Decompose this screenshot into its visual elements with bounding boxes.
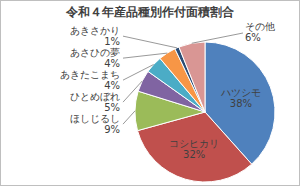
- label-value: 9%: [104, 124, 120, 135]
- data-label: あきたこまち4%: [60, 69, 120, 91]
- data-label: ほしじるし9%: [70, 113, 120, 135]
- data-label: ひとめぼれ5%: [70, 91, 120, 113]
- label-category: ひとめぼれ: [70, 91, 120, 102]
- label-value: 4%: [104, 58, 120, 69]
- leader-line: [123, 53, 167, 58]
- label-category: その他: [245, 21, 275, 32]
- leader-line: [192, 33, 243, 43]
- label-value: 4%: [104, 80, 120, 91]
- leader-line: [123, 81, 142, 102]
- label-category: ほしじるし: [70, 113, 120, 124]
- data-label: ハツシモ38%: [220, 87, 261, 109]
- label-value: 6%: [245, 32, 261, 43]
- label-category: あきさかり: [70, 25, 120, 36]
- chart-svg: 令和４年産品種別作付面積割合ハツシモ38% コシヒカリ32% あきさかり1%あさひの…: [0, 0, 300, 186]
- label-category: あきたこまち: [60, 69, 120, 80]
- label-category: あさひの夢: [70, 47, 120, 58]
- chart-title: 令和４年産品種別作付面積割合: [65, 5, 235, 19]
- label-value: 38%: [230, 98, 252, 109]
- data-label: あきさかり1%: [70, 25, 120, 47]
- leader-line: [123, 36, 177, 48]
- data-label: コシヒカリ32%: [169, 138, 219, 160]
- data-label: あさひの夢4%: [70, 47, 120, 69]
- chart-frame: [1, 1, 300, 186]
- label-value: 5%: [104, 102, 120, 113]
- label-category: ハツシモ: [220, 87, 261, 98]
- label-category: コシヒカリ: [169, 138, 219, 149]
- pie-group: [135, 42, 275, 182]
- pie-slice: [179, 42, 205, 112]
- data-labels: ハツシモ38%コシヒカリ32%あきさかり1%あさひの夢4%あきたこまち4%ひとめ…: [60, 21, 275, 160]
- label-value: 32%: [183, 149, 205, 160]
- leader-line: [123, 65, 154, 81]
- data-label: その他6%: [245, 21, 275, 43]
- leader-line: [123, 111, 135, 124]
- label-value: 1%: [104, 36, 120, 47]
- chart-container: 令和４年産品種別作付面積割合ハツシモ38% コシヒカリ32% あきさかり1%あさひの…: [0, 0, 300, 186]
